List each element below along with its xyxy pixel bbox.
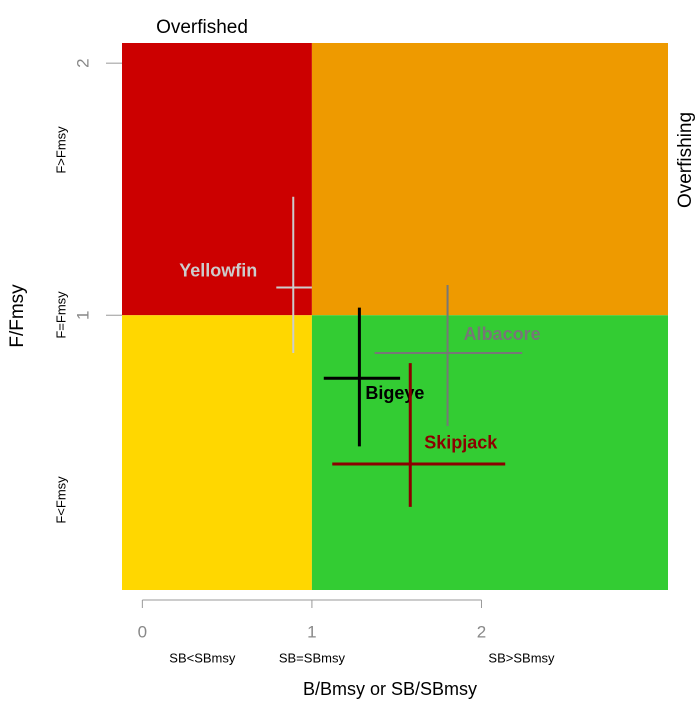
x-zone-label: SB<SBmsy [169, 650, 236, 665]
x-tick-label: 0 [138, 622, 147, 641]
right-label: Overfishing [675, 112, 696, 208]
series-label: Bigeye [365, 383, 424, 403]
series-label: Yellowfin [179, 260, 257, 280]
quadrant [311, 43, 668, 316]
top-label: Overfished [156, 17, 248, 38]
y-tick-label: 1 [73, 311, 92, 320]
y-axis-label: F/Fmsy [7, 284, 28, 348]
y-zone-label: F<Fmsy [53, 476, 68, 524]
quadrant [122, 43, 312, 316]
x-tick-label: 2 [477, 622, 486, 641]
quadrant [122, 315, 312, 590]
series-label: Skipjack [424, 433, 498, 453]
y-zone-label: F>Fmsy [53, 126, 68, 174]
x-tick-label: 1 [307, 622, 316, 641]
x-axis-label: B/Bmsy or SB/SBmsy [303, 679, 477, 699]
y-tick-label: 2 [73, 58, 92, 67]
y-zone-label: F=Fmsy [53, 291, 68, 339]
x-zone-label: SB=SBmsy [279, 650, 346, 665]
series-label: Albacore [464, 324, 541, 344]
x-zone-label: SB>SBmsy [488, 650, 555, 665]
quadrant [311, 315, 668, 590]
